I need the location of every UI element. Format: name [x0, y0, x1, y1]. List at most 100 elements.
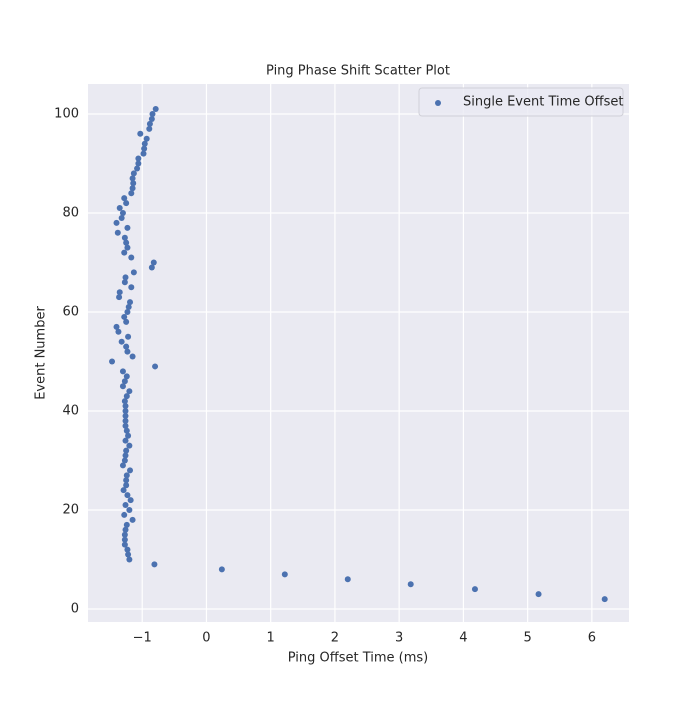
point: [119, 462, 126, 469]
point: [122, 403, 129, 410]
point: [128, 284, 135, 291]
x-tick-label: 6: [588, 631, 596, 646]
point: [129, 353, 136, 360]
x-axis-label: Ping Offset Time (ms): [288, 651, 429, 666]
point: [118, 214, 125, 221]
point: [124, 244, 131, 251]
point: [140, 150, 147, 157]
point: [122, 412, 129, 419]
y-tick-label: 100: [54, 106, 79, 121]
x-tick-label: 0: [202, 631, 210, 646]
point: [113, 323, 120, 330]
point: [137, 130, 144, 137]
point: [150, 259, 157, 266]
point: [151, 561, 158, 568]
point: [121, 457, 128, 464]
point: [113, 219, 120, 226]
point: [121, 511, 128, 518]
point: [124, 348, 131, 355]
point: [126, 506, 133, 513]
point: [123, 447, 130, 454]
point: [126, 388, 133, 395]
point: [116, 205, 123, 212]
point: [146, 120, 153, 127]
point: [130, 170, 137, 177]
point: [123, 472, 130, 479]
point: [123, 318, 130, 325]
point: [152, 363, 159, 370]
x-tick-label: 2: [331, 631, 339, 646]
point: [115, 328, 122, 335]
point: [141, 140, 148, 147]
point: [146, 125, 153, 132]
point: [123, 239, 130, 246]
y-tick-label: 60: [62, 304, 79, 319]
point: [218, 566, 225, 573]
point: [122, 502, 129, 509]
point: [121, 234, 128, 241]
plot-area: [88, 84, 629, 622]
point: [119, 368, 126, 375]
point: [123, 477, 130, 484]
point: [121, 398, 128, 405]
point: [129, 516, 136, 523]
x-tick-label: 5: [523, 631, 531, 646]
point: [128, 254, 135, 261]
x-tick-label: 4: [459, 631, 467, 646]
point: [124, 224, 131, 231]
point: [119, 383, 126, 390]
point: [129, 175, 136, 182]
point: [121, 531, 128, 538]
legend-label: Single Event Time Offset: [463, 95, 623, 110]
point: [125, 333, 132, 340]
point: [149, 110, 156, 117]
chart-title: Ping Phase Shift Scatter Plot: [266, 64, 450, 79]
y-tick-label: 0: [71, 601, 79, 616]
point: [134, 165, 141, 172]
point: [122, 526, 129, 533]
point: [123, 393, 130, 400]
point: [601, 596, 608, 603]
point: [125, 432, 132, 439]
point: [114, 229, 121, 236]
point: [123, 427, 130, 434]
legend-marker: [435, 100, 441, 106]
point: [122, 407, 129, 414]
point: [118, 338, 125, 345]
point: [121, 195, 128, 202]
point: [130, 180, 137, 187]
point: [471, 586, 478, 593]
point: [407, 581, 414, 588]
point: [127, 299, 134, 306]
point: [122, 274, 129, 281]
point: [121, 279, 128, 286]
point: [535, 591, 542, 598]
x-tick-label: −1: [133, 631, 152, 646]
point: [124, 308, 131, 315]
point: [123, 200, 130, 207]
point: [344, 576, 351, 583]
point: [116, 289, 123, 296]
point: [109, 358, 116, 365]
y-tick-label: 20: [62, 502, 79, 517]
y-axis-label: Event Number: [34, 306, 49, 400]
point: [123, 343, 130, 350]
point: [281, 571, 288, 578]
point: [119, 209, 126, 216]
point: [130, 269, 137, 276]
point: [116, 294, 123, 301]
point: [121, 541, 128, 548]
y-tick-label: 40: [62, 403, 79, 418]
point: [126, 556, 133, 563]
point: [123, 482, 130, 489]
point: [124, 546, 131, 553]
points: [109, 106, 608, 603]
point: [148, 264, 155, 271]
point: [129, 185, 136, 192]
point: [148, 115, 155, 122]
point: [122, 417, 129, 424]
point: [125, 304, 132, 311]
point: [127, 467, 134, 474]
point: [121, 536, 128, 543]
